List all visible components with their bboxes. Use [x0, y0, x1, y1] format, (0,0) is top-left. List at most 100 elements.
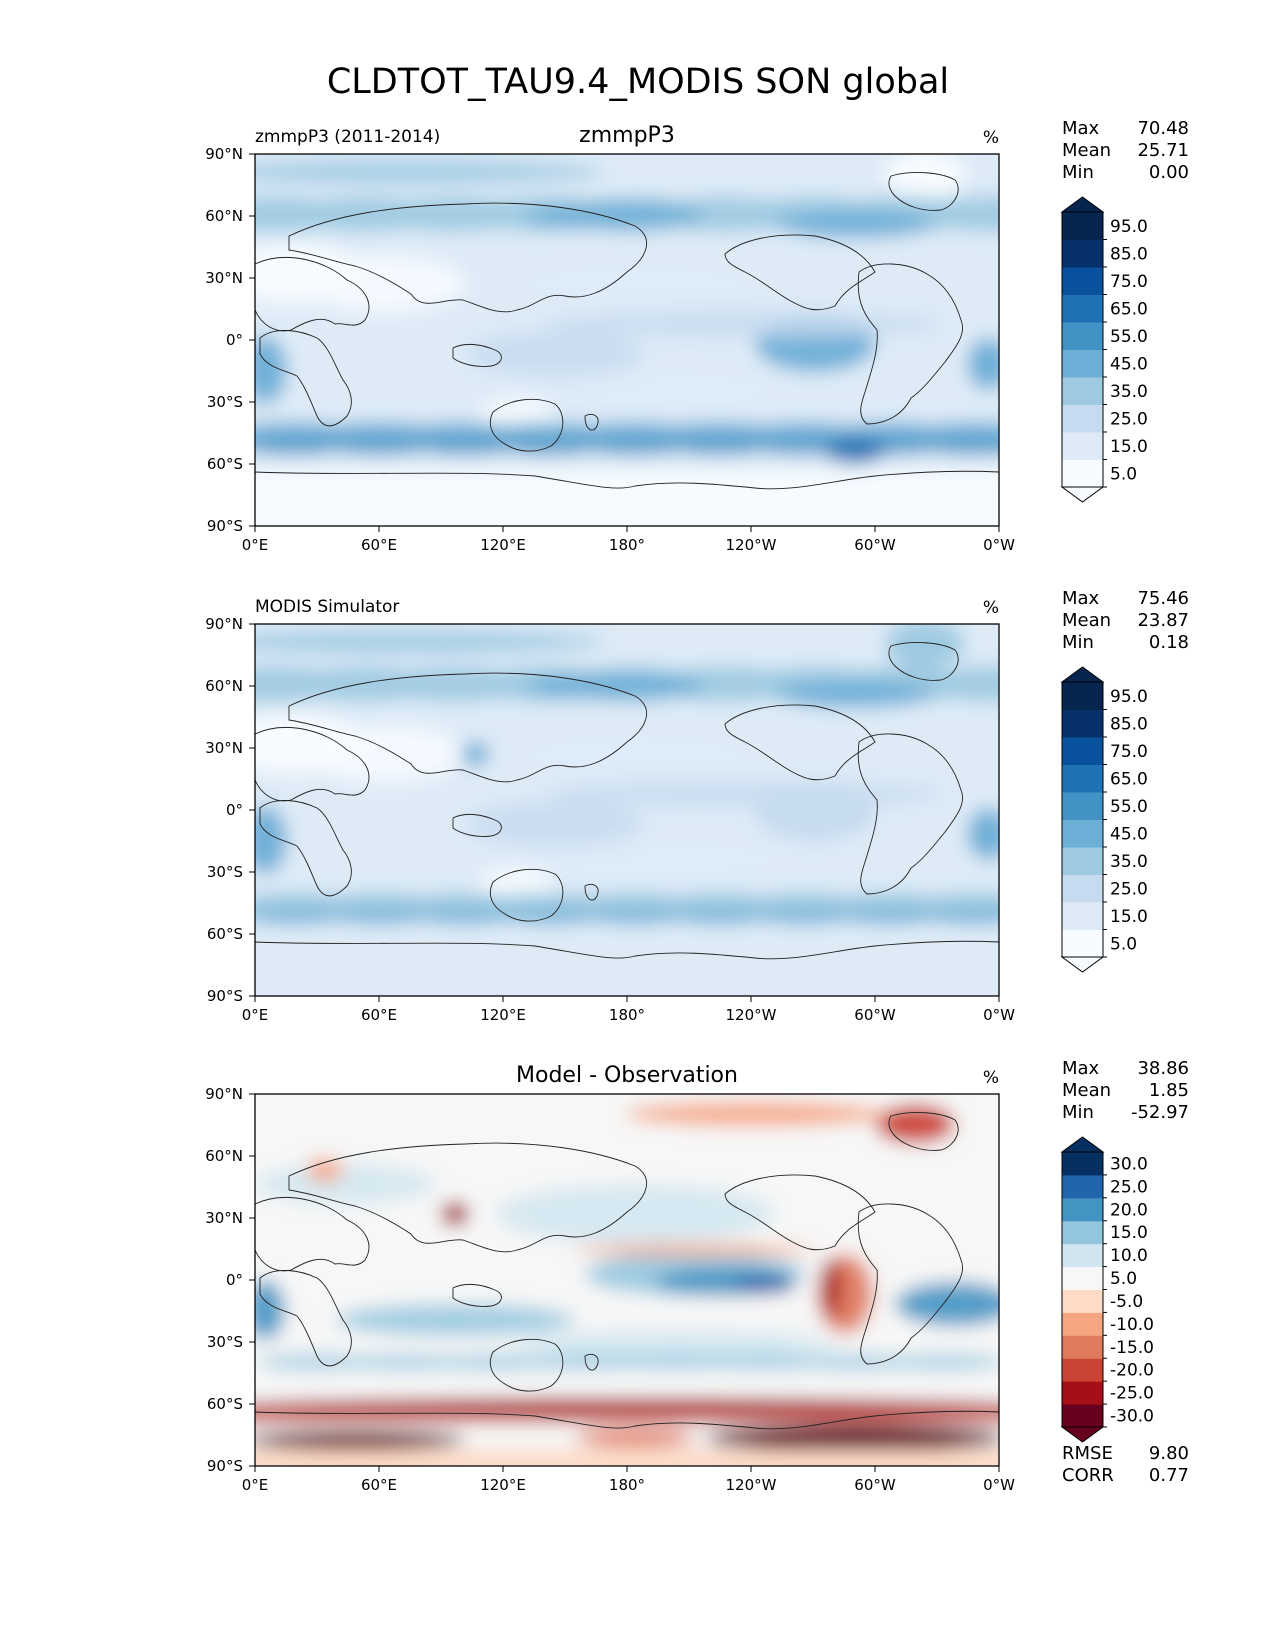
x-tick-label: 120°E	[480, 1006, 526, 1024]
colorbar-extend-high	[1060, 196, 1105, 213]
colorbar-segment	[1062, 349, 1103, 378]
coastline-3	[288, 672, 647, 783]
colorbar-segment	[1062, 709, 1103, 738]
x-tick-label: 0°W	[983, 1476, 1015, 1494]
x-tick-label: 120°E	[480, 536, 526, 554]
colorbar-tick-label: 20.0	[1110, 1200, 1148, 1220]
extra-stat-value: 0.77	[1149, 1465, 1189, 1486]
colorbar-tick-label: 15.0	[1110, 437, 1148, 457]
colorbar-tick-label: 95.0	[1110, 217, 1148, 237]
figure-title: CLDTOT_TAU9.4_MODIS SON global	[327, 62, 949, 102]
colorbar-tick-label: 5.0	[1110, 1269, 1137, 1289]
colorbar: 95.0 85.0 75.0 65.0 55.0 45.0 35.0 25.0 15.0 5.0	[1060, 666, 1148, 973]
colorbar-segment	[1062, 1289, 1103, 1313]
colorbar-extend-high	[1060, 666, 1105, 683]
y-tick-label: 60°S	[207, 455, 243, 473]
colorbar-segment	[1062, 737, 1103, 765]
x-tick-label: 0°W	[983, 536, 1015, 554]
y-tick-label: 90°N	[205, 1085, 243, 1103]
y-tick-label: 90°S	[207, 517, 243, 535]
map-panel-3: 0°E 60°E 120°E 180° 120°W 60°W 0°W 90°N 60°N 30°N…	[205, 1058, 1189, 1494]
y-tick-label: 60°S	[207, 1395, 243, 1413]
colorbar-segment	[1062, 1381, 1103, 1405]
colorbar-segment	[1062, 1152, 1103, 1176]
colorbar-tick-label: 55.0	[1110, 327, 1148, 347]
coastline-10	[584, 884, 599, 901]
x-tick-label: 0°E	[242, 536, 269, 554]
panel-units: %	[983, 598, 999, 618]
extra-stat-label: CORR	[1062, 1465, 1114, 1486]
coastline-5	[857, 263, 963, 425]
y-tick-label: 30°N	[205, 269, 243, 287]
coastline-8	[255, 1410, 999, 1466]
coastline-1	[259, 800, 352, 897]
colorbar-extend-low	[1060, 486, 1105, 503]
y-tick-label: 90°S	[207, 1457, 243, 1475]
y-tick-label: 30°N	[205, 1209, 243, 1227]
colorbar-tick-label: 35.0	[1110, 382, 1148, 402]
y-tick-label: 0°	[226, 801, 243, 819]
data-field	[255, 1094, 999, 1466]
colorbar-tick-label: 65.0	[1110, 769, 1148, 789]
y-tick-label: 30°S	[207, 393, 243, 411]
colorbar-segment	[1062, 819, 1103, 848]
colorbar-segment	[1062, 322, 1103, 350]
colorbar-tick-label: 85.0	[1110, 714, 1148, 734]
colorbar-tick-label: 5.0	[1110, 464, 1137, 484]
x-tick-label: 60°E	[361, 1476, 397, 1494]
colorbar-segment	[1062, 1358, 1103, 1382]
colorbar-segment	[1062, 1197, 1103, 1222]
colorbar-segment	[1062, 792, 1103, 820]
colorbar-segment	[1062, 459, 1103, 488]
stat-label: Min	[1062, 162, 1094, 183]
map-panel-2: 0°E 60°E 120°E 180° 120°W 60°W 0°W 90°N 60°N 30°N…	[205, 588, 1189, 1024]
colorbar-segment	[1062, 1243, 1103, 1268]
coastline-9	[452, 343, 502, 367]
stat-label: Mean	[1062, 610, 1111, 631]
coastline-3	[288, 1142, 647, 1253]
colorbar: 95.0 85.0 75.0 65.0 55.0 45.0 35.0 25.0 15.0 5.0	[1060, 196, 1148, 503]
coastlines-clipped	[255, 1112, 999, 1466]
extra-stat-label: RMSE	[1062, 1443, 1113, 1464]
colorbar-segment	[1062, 847, 1103, 875]
colorbar-segment	[1062, 929, 1103, 958]
coastline-8	[255, 470, 999, 526]
colorbar-segment	[1062, 239, 1103, 268]
colorbar-tick-label: 25.0	[1110, 409, 1148, 429]
coastline-6	[724, 234, 876, 311]
colorbar-tick-label: 55.0	[1110, 797, 1148, 817]
stat-label: Min	[1062, 632, 1094, 653]
field-layer	[255, 1094, 999, 1466]
x-tick-label: 0°E	[242, 1006, 269, 1024]
colorbar-segment	[1062, 764, 1103, 793]
coastline-4	[489, 398, 564, 452]
colorbar-tick-label: 35.0	[1110, 852, 1148, 872]
x-tick-label: 60°W	[854, 1006, 896, 1024]
colorbar-segment	[1062, 1266, 1103, 1290]
colorbar-tick-label: 25.0	[1110, 1177, 1148, 1197]
coastline-3	[288, 202, 647, 313]
coastline-1	[259, 330, 352, 427]
y-tick-label: 60°N	[205, 1147, 243, 1165]
stat-value: 0.00	[1149, 162, 1189, 183]
colorbar-extend-low	[1060, 956, 1105, 973]
colorbar-tick-label: -20.0	[1110, 1361, 1154, 1381]
x-tick-label: 120°W	[726, 1476, 777, 1494]
coastline-10	[584, 1354, 599, 1371]
coastline-7	[888, 642, 959, 681]
colorbar-segment	[1062, 377, 1103, 405]
stat-label: Mean	[1062, 1080, 1111, 1101]
colorbar-tick-label: -5.0	[1110, 1292, 1143, 1312]
panel-units: %	[983, 128, 999, 148]
colorbar-tick-label: 45.0	[1110, 354, 1148, 374]
field-layer	[255, 154, 999, 526]
colorbar-segment	[1062, 432, 1103, 460]
x-tick-label: 0°E	[242, 1476, 269, 1494]
colorbar-segment	[1062, 294, 1103, 323]
coastline-7	[888, 172, 959, 211]
x-tick-label: 60°E	[361, 536, 397, 554]
colorbar-tick-label: 65.0	[1110, 299, 1148, 319]
colorbar-segment	[1062, 1220, 1103, 1245]
y-tick-label: 90°S	[207, 987, 243, 1005]
colorbar-extend-high	[1060, 1136, 1105, 1153]
